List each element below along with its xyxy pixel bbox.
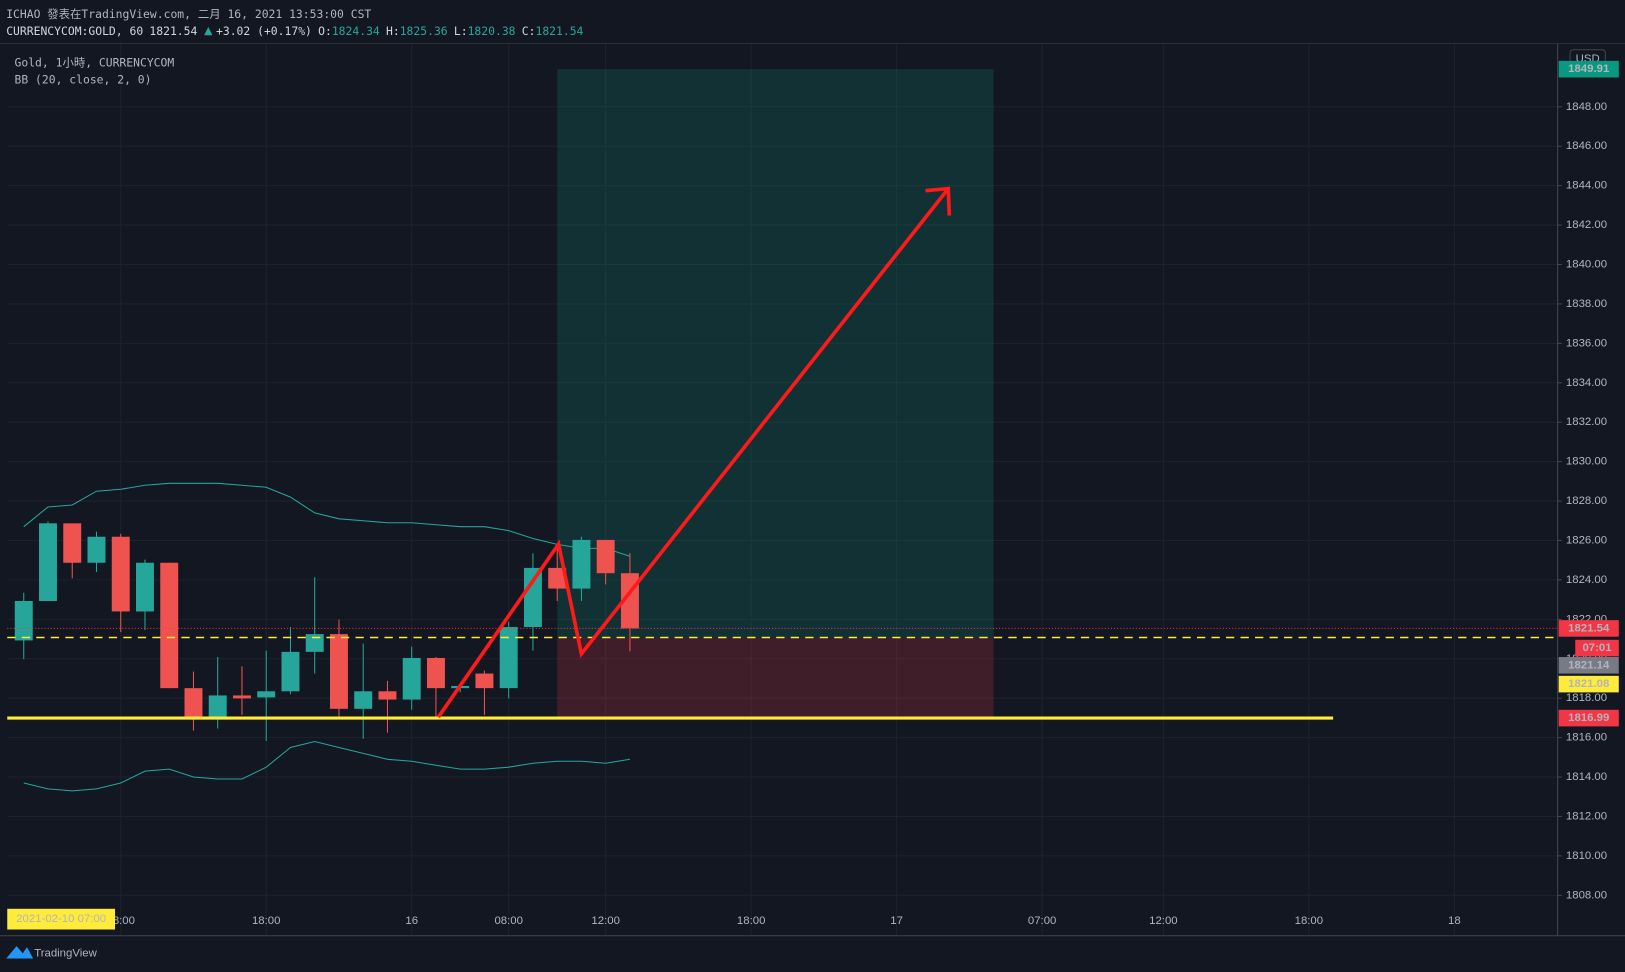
entry-badge-bg bbox=[1558, 675, 1619, 693]
symbol: CURRENCYCOM:GOLD, 60 bbox=[6, 24, 143, 38]
last-price-badge-bg bbox=[1558, 620, 1619, 637]
plot-area bbox=[7, 43, 1558, 936]
candle-body bbox=[378, 691, 397, 700]
candle-body bbox=[257, 691, 276, 698]
x-tick-label: 18:00 bbox=[252, 915, 280, 927]
countdown: 07:01 bbox=[1582, 642, 1612, 654]
y-tick-label: 1840.00 bbox=[1566, 259, 1607, 271]
candle-body bbox=[87, 536, 106, 563]
brand: TradingView bbox=[34, 947, 97, 959]
close-label: C: bbox=[522, 24, 536, 38]
crosshair-date: 2021-02-10 07:00 bbox=[16, 913, 106, 925]
indicator-label: BB (20, close, 2, 0) bbox=[15, 72, 152, 86]
candle-body bbox=[281, 651, 300, 692]
low-value: 1820.38 bbox=[468, 24, 516, 38]
y-tick-label: 1826.00 bbox=[1566, 535, 1607, 547]
y-tick-label: 1838.00 bbox=[1566, 298, 1607, 310]
x-tick-label: 18 bbox=[1448, 915, 1461, 927]
y-tick-label: 1836.00 bbox=[1566, 337, 1607, 349]
bollinger-band bbox=[23, 741, 631, 792]
target-badge: 1849.91 bbox=[1568, 63, 1610, 75]
close-value: 1821.54 bbox=[535, 24, 583, 38]
y-tick-label: 1832.00 bbox=[1566, 416, 1607, 428]
stop-badge-bg bbox=[1558, 709, 1619, 727]
bollinger-band bbox=[23, 482, 631, 557]
candle-body bbox=[39, 523, 57, 602]
candle-body bbox=[572, 539, 591, 589]
loss-zone bbox=[557, 637, 994, 719]
y-tick-label: 1842.00 bbox=[1566, 219, 1607, 231]
y-tick-label: 1816.00 bbox=[1566, 732, 1607, 744]
y-tick-label: 1808.00 bbox=[1566, 889, 1607, 901]
candle-body bbox=[14, 601, 33, 641]
candle-body bbox=[305, 634, 324, 652]
x-tick-label: 18:00 bbox=[1295, 915, 1323, 927]
y-tick-label: 1834.00 bbox=[1566, 377, 1607, 389]
y-tick-label: 1814.00 bbox=[1566, 771, 1607, 783]
y-tick-label: 1830.00 bbox=[1566, 456, 1607, 468]
legend-title: Gold, 1小時, CURRENCYCOM bbox=[15, 56, 175, 70]
currency: USD bbox=[1576, 53, 1600, 65]
entry-badge: 1821.08 bbox=[1568, 678, 1609, 690]
brand-logo bbox=[6, 946, 34, 959]
header-title: ICHAO 發表在TradingView.com, 二月 16, 2021 13… bbox=[6, 7, 371, 21]
candle-body bbox=[329, 634, 348, 709]
annotation-arrow bbox=[436, 186, 952, 719]
y-tick-label: 1824.00 bbox=[1566, 574, 1607, 586]
candle-body bbox=[475, 673, 494, 689]
open-label: O: bbox=[318, 24, 332, 38]
candle-body bbox=[523, 567, 542, 628]
countdown-bg bbox=[1575, 639, 1619, 657]
y-tick-label: 1818.00 bbox=[1566, 692, 1607, 704]
candle-body bbox=[402, 657, 421, 700]
crosshair-date-bg bbox=[7, 908, 116, 930]
x-tick-label: 16 bbox=[405, 915, 418, 927]
candle-body bbox=[596, 539, 615, 574]
candle-body bbox=[136, 562, 154, 612]
header-quote: CURRENCYCOM:GOLD, 60 1821.54 +3.02 (+0.17%… bbox=[6, 24, 583, 38]
x-tick-label: 12:00 bbox=[1149, 915, 1177, 927]
y-tick-label: 1848.00 bbox=[1566, 101, 1607, 113]
profit-zone bbox=[557, 69, 994, 638]
basis-badge: 1821.14 bbox=[1568, 659, 1610, 671]
x-tick-label: 08:00 bbox=[106, 915, 134, 927]
y-tick-label: 1822.00 bbox=[1566, 613, 1607, 625]
last-price: 1821.54 bbox=[149, 24, 197, 38]
up-arrow-icon bbox=[204, 26, 213, 36]
candle-body bbox=[232, 695, 251, 699]
x-tick-label: 07:00 bbox=[1028, 915, 1056, 927]
candle-body bbox=[499, 627, 518, 689]
candle-body bbox=[184, 688, 203, 719]
y-tick-label: 1846.00 bbox=[1566, 140, 1607, 152]
candle-body bbox=[548, 567, 567, 589]
open-value: 1824.34 bbox=[332, 24, 380, 38]
x-tick-label: 18:00 bbox=[737, 915, 765, 927]
y-tick-label: 1812.00 bbox=[1566, 810, 1607, 822]
x-tick-label: 12:00 bbox=[591, 915, 619, 927]
candle-body bbox=[208, 695, 227, 719]
y-tick-label: 1810.00 bbox=[1566, 850, 1607, 862]
high-label: H: bbox=[386, 24, 400, 38]
y-tick-label: 1844.00 bbox=[1566, 180, 1607, 192]
x-tick-label: 17 bbox=[890, 915, 903, 927]
low-label: L: bbox=[454, 24, 468, 38]
last-price-badge: 1821.54 bbox=[1568, 622, 1610, 634]
candle-body bbox=[111, 536, 130, 612]
high-value: 1825.36 bbox=[400, 24, 448, 38]
target-badge-bg bbox=[1558, 60, 1619, 78]
y-tick-label: 1828.00 bbox=[1566, 495, 1607, 507]
candle-body bbox=[354, 691, 373, 709]
x-tick-label: 08:00 bbox=[494, 915, 522, 927]
stop-badge: 1816.99 bbox=[1568, 712, 1609, 724]
candle-body bbox=[63, 523, 82, 563]
candle-body bbox=[426, 657, 445, 689]
candle-body bbox=[160, 562, 179, 689]
change: +3.02 (+0.17%) bbox=[216, 24, 312, 38]
basis-badge-bg bbox=[1558, 657, 1619, 674]
